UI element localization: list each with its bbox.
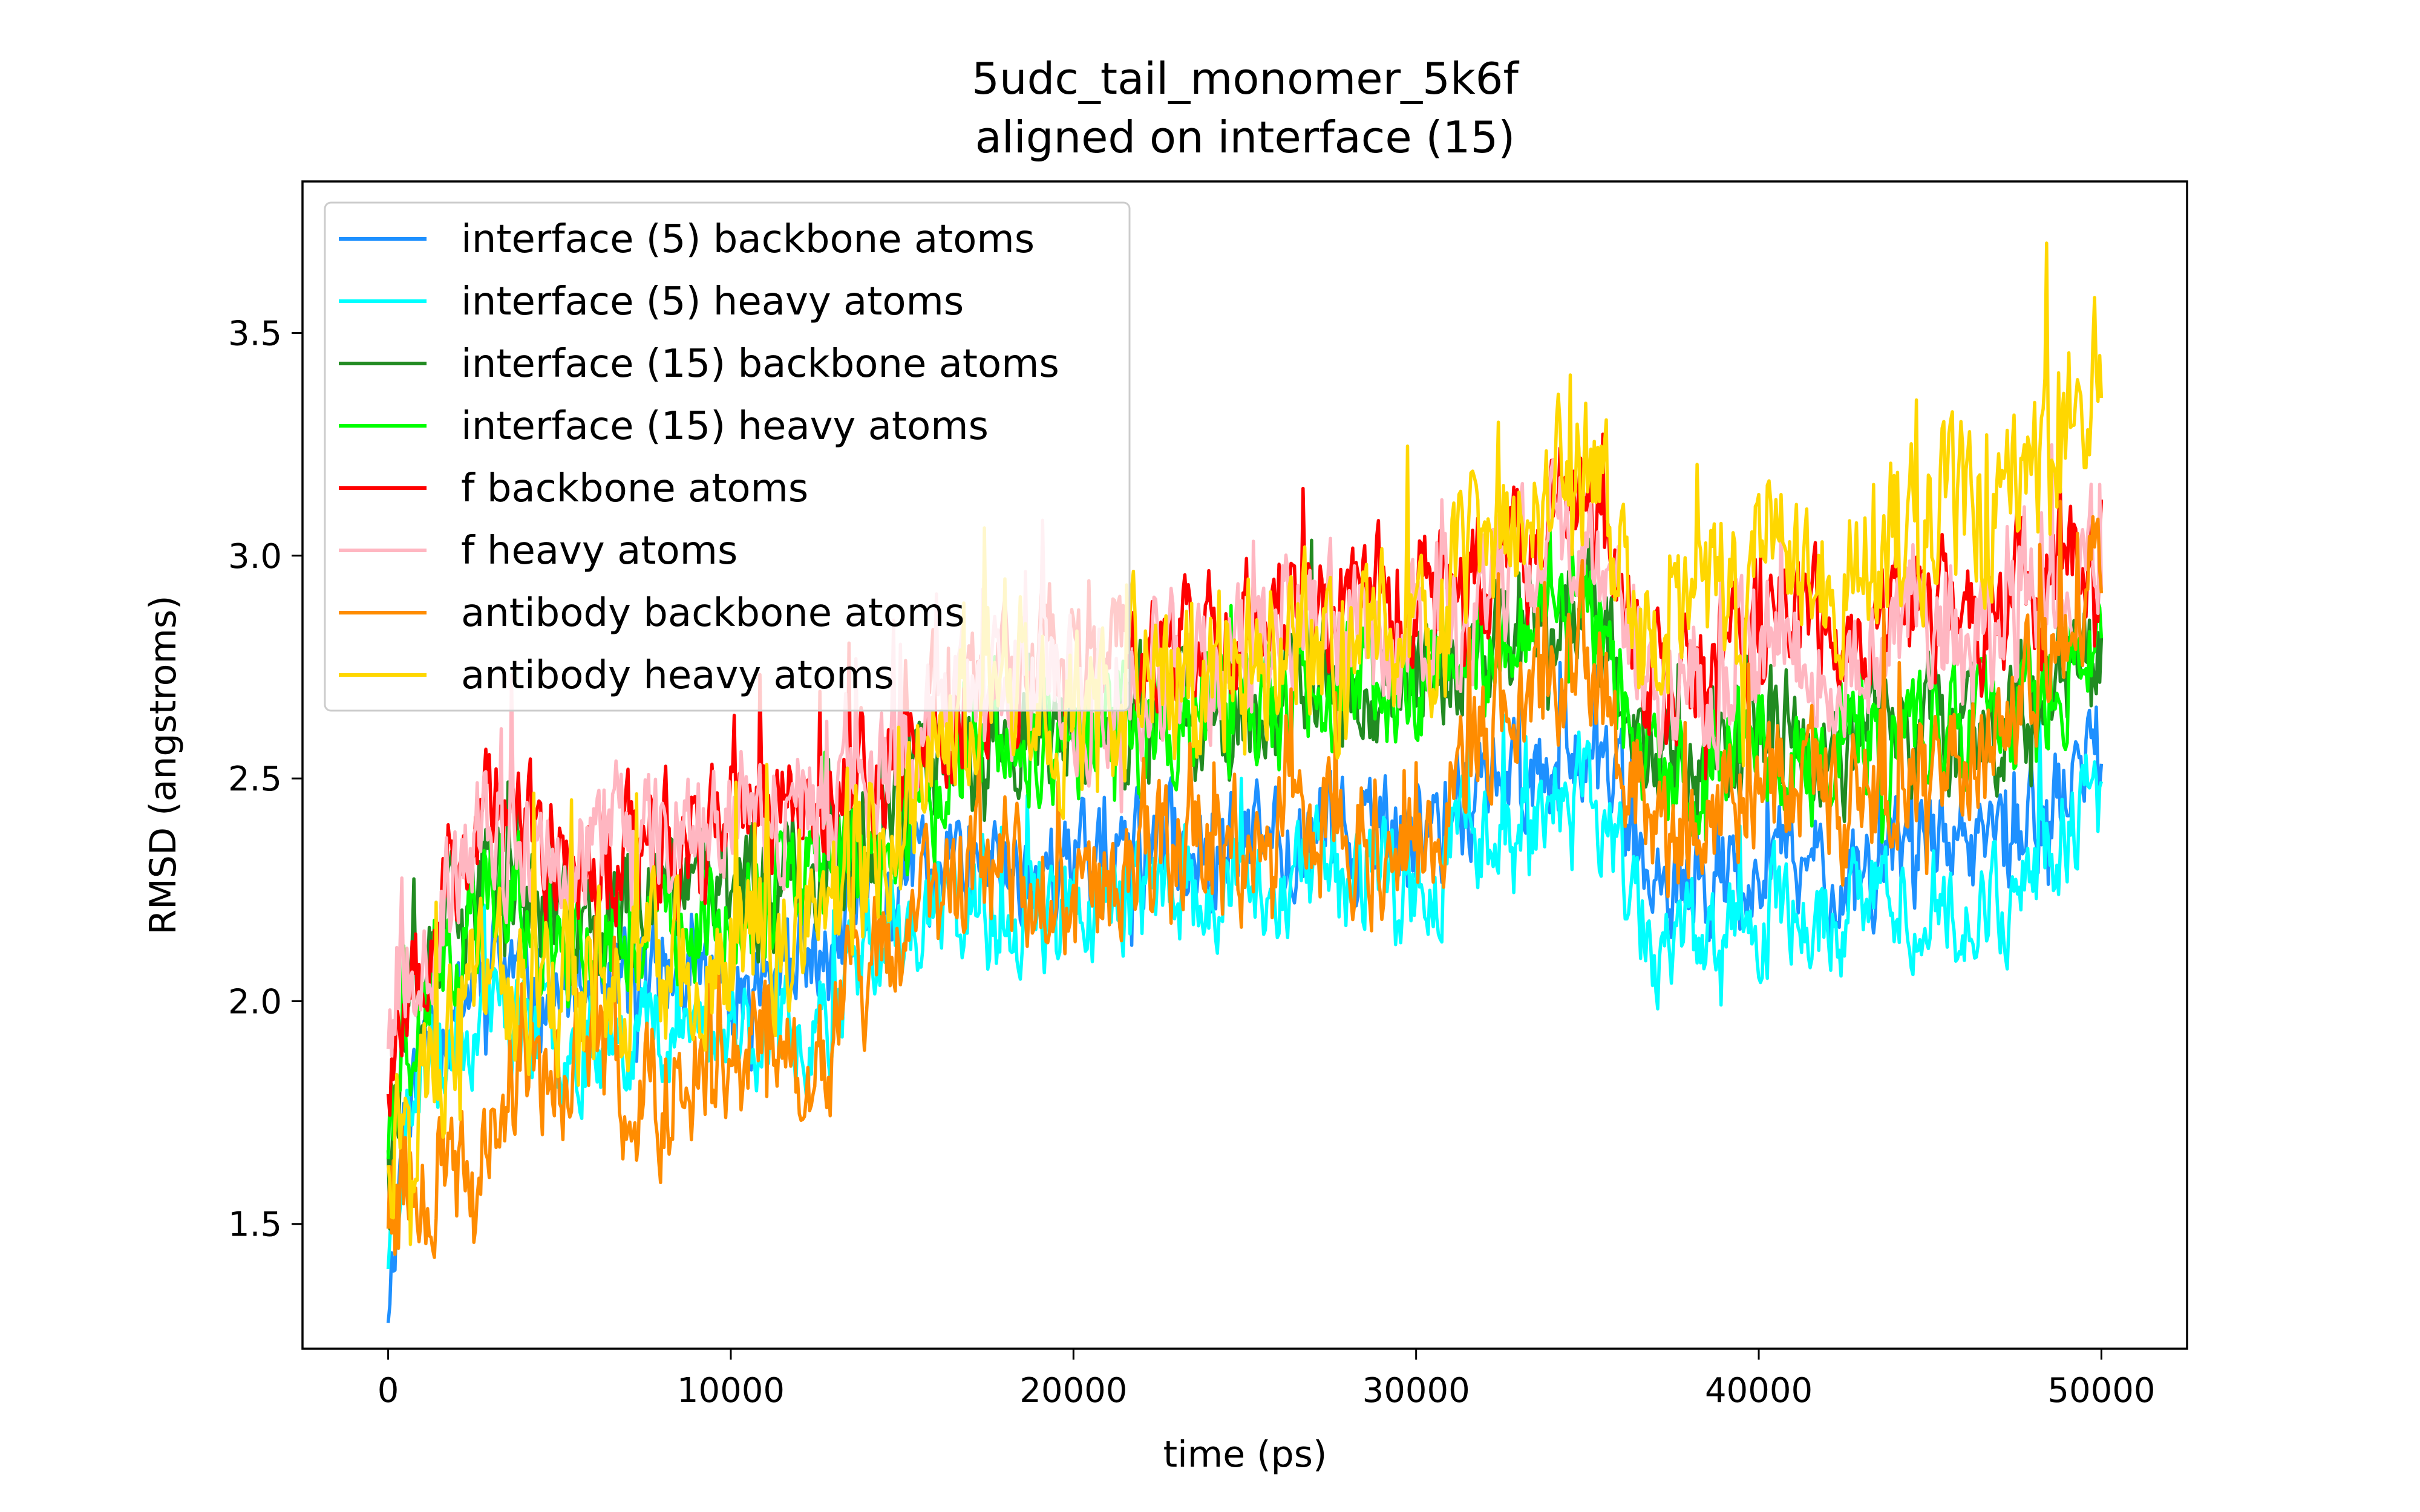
x-axis-label: time (ps) (1163, 1433, 1327, 1476)
y-tick-label: 1.5 (228, 1205, 282, 1245)
legend-label: antibody heavy atoms (461, 653, 894, 698)
chart-title: 5udc_tail_monomer_5k6f (972, 53, 1519, 104)
legend-label: interface (15) heavy atoms (461, 404, 989, 449)
y-tick-label: 2.0 (228, 982, 282, 1022)
series-line (386, 500, 2104, 1259)
x-tick-label: 10000 (677, 1371, 785, 1410)
legend-box (324, 201, 1131, 712)
x-tick-label: 20000 (1019, 1371, 1127, 1410)
plot-frame (301, 180, 2188, 1350)
legend-label: interface (5) heavy atoms (461, 279, 964, 324)
legend: interface (5) backbone atoms interface (5… (324, 201, 1131, 712)
legend-label: f backbone atoms (461, 466, 808, 511)
series-layer (386, 241, 2104, 1323)
y-axis: 1.5 2.0 2.5 3.0 3.5 (228, 314, 302, 1245)
y-tick-label: 3.5 (228, 314, 282, 353)
x-axis: 0 10000 20000 30000 40000 50000 (378, 1349, 2155, 1410)
y-tick-label: 3.0 (228, 537, 282, 576)
legend-label: interface (5) backbone atoms (461, 217, 1035, 262)
x-tick-label: 30000 (1362, 1371, 1470, 1410)
legend-label: interface (15) backbone atoms (461, 342, 1059, 386)
chart-subtitle: aligned on interface (15) (975, 112, 1516, 163)
legend-label: f heavy atoms (461, 529, 737, 573)
x-tick-label: 50000 (2047, 1371, 2155, 1410)
legend-label: antibody backbone atoms (461, 591, 965, 636)
y-tick-label: 2.5 (228, 760, 282, 799)
y-axis-label: RMSD (angstroms) (142, 595, 185, 934)
x-tick-label: 0 (378, 1371, 399, 1410)
x-tick-label: 40000 (1705, 1371, 1813, 1410)
series-line (386, 660, 2104, 1323)
series-line (386, 241, 2104, 1246)
